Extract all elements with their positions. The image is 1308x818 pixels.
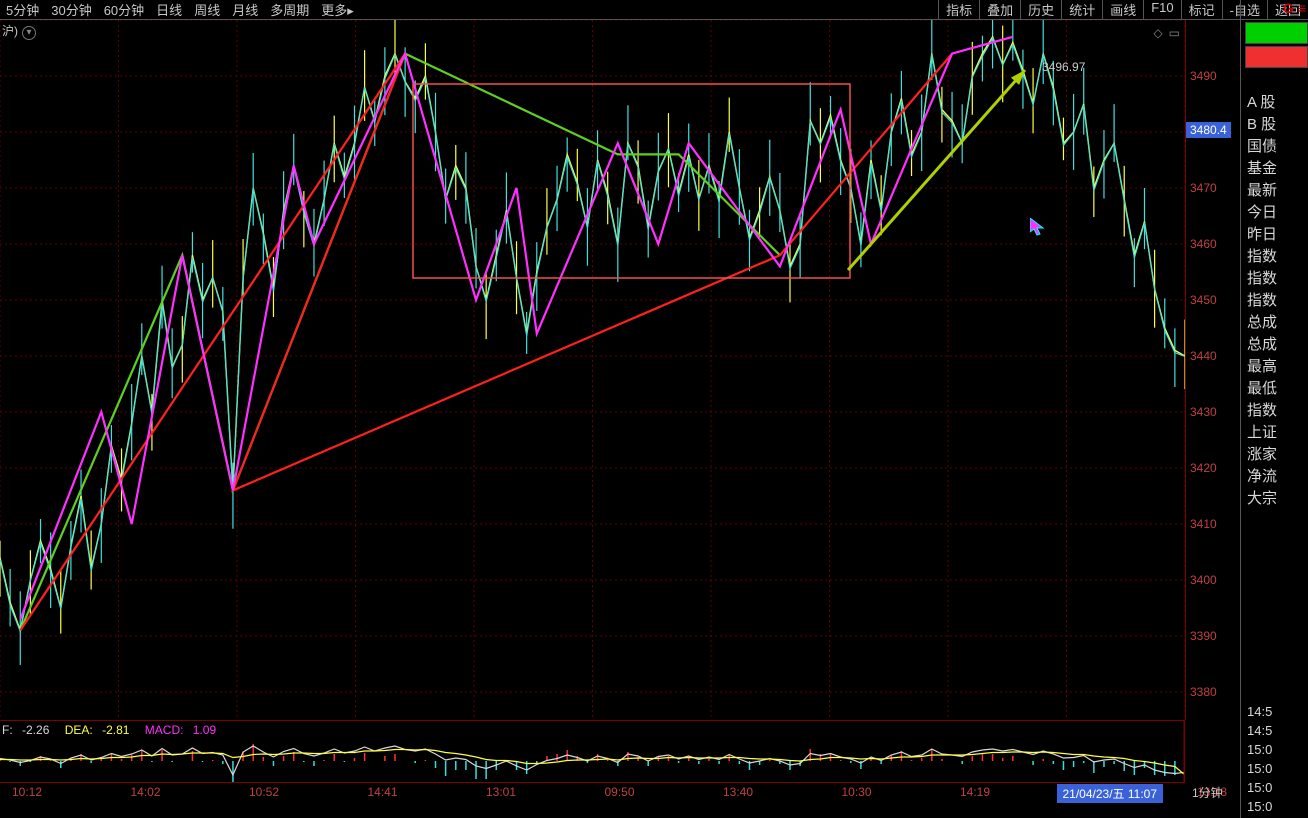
y-tick: 3490 [1190, 69, 1217, 83]
menu-period[interactable]: 多周期 [270, 0, 309, 19]
current-price-badge: 3480.4 [1186, 122, 1231, 138]
sidebar-item[interactable]: 涨家 [1247, 444, 1308, 466]
sidebar-time: 14:5 [1247, 721, 1308, 740]
sidebar-header[interactable]: G ≡ [1283, 0, 1306, 16]
menu-tool[interactable]: 统计 [1061, 0, 1102, 19]
sidebar-item[interactable]: A 股 [1247, 92, 1308, 114]
y-tick: 3450 [1190, 293, 1217, 307]
red-bar [1245, 46, 1308, 68]
menu-period[interactable]: 5分钟 [6, 0, 39, 19]
sidebar-colorbars [1245, 22, 1308, 72]
menu-tool[interactable]: 历史 [1020, 0, 1061, 19]
x-tick: 09:50 [605, 785, 635, 799]
menu-period[interactable]: 60分钟 [104, 0, 144, 19]
y-tick: 3410 [1190, 517, 1217, 531]
top-menu: 5分钟30分钟60分钟日线周线月线多周期更多▸ 指标叠加历史统计画线F10标记-… [0, 0, 1308, 20]
x-tick: 13:40 [723, 785, 753, 799]
y-tick: 3440 [1190, 349, 1217, 363]
sidebar-item[interactable]: 上证 [1247, 422, 1308, 444]
y-axis: 3380 3390 3400 3410 3420 3430 3440 3450 3460 3470… [1185, 20, 1240, 720]
right-sidebar: G ≡ A 股B 股国债基金最新今日昨日指数指数指数总成总成最高最低指数上证涨家… [1240, 0, 1308, 818]
sidebar-item[interactable]: 指数 [1247, 268, 1308, 290]
x-tick: 10:30 [842, 785, 872, 799]
sidebar-item[interactable]: 今日 [1247, 202, 1308, 224]
x-tick: 13:01 [486, 785, 516, 799]
sidebar-item[interactable]: 最高 [1247, 356, 1308, 378]
y-tick: 3380 [1190, 685, 1217, 699]
menu-tool[interactable]: 标记 [1181, 0, 1222, 19]
x-highlight-date: 21/04/23/五 11:07 [1057, 784, 1164, 803]
green-bar [1245, 22, 1308, 44]
sidebar-item[interactable]: 总成 [1247, 312, 1308, 334]
menu-tool[interactable]: 画线 [1102, 0, 1143, 19]
cursor-icon [1030, 218, 1050, 238]
sidebar-item[interactable]: 总成 [1247, 334, 1308, 356]
sidebar-item[interactable]: 指数 [1247, 290, 1308, 312]
sidebar-item[interactable]: 国债 [1247, 136, 1308, 158]
sidebar-time: 14:5 [1247, 702, 1308, 721]
sidebar-item[interactable]: 净流 [1247, 466, 1308, 488]
x-tick: 10:12 [12, 785, 42, 799]
menu-tool[interactable]: F10 [1143, 0, 1180, 19]
x-tick: 14:19 [960, 785, 990, 799]
sidebar-time: 15:0 [1247, 759, 1308, 778]
period-label: 1分钟 [1192, 784, 1223, 801]
sidebar-time: 15:0 [1247, 797, 1308, 816]
menu-tool[interactable]: 叠加 [979, 0, 1020, 19]
macd-legend: F: -2.26 DEA: -2.81 MACD: 1.09 [2, 723, 228, 737]
sidebar-item[interactable]: 指数 [1247, 400, 1308, 422]
price-chart: 3496.97 [0, 20, 1185, 720]
x-axis: 10:12 14:02 10:52 14:41 13:01 09:50 13:40 10:30… [0, 782, 1185, 802]
y-tick: 3400 [1190, 573, 1217, 587]
menu-period[interactable]: 日线 [156, 0, 182, 19]
x-tick: 14:02 [131, 785, 161, 799]
sidebar-time: 15:0 [1247, 778, 1308, 797]
sidebar-item[interactable]: B 股 [1247, 114, 1308, 136]
x-tick: 10:52 [249, 785, 279, 799]
y-tick: 3390 [1190, 629, 1217, 643]
sidebar-item[interactable]: 指数 [1247, 246, 1308, 268]
menu-period[interactable]: 周线 [194, 0, 220, 19]
macd-panel: F: -2.26 DEA: -2.81 MACD: 1.09 [0, 720, 1185, 782]
menu-tool[interactable]: 指标 [938, 0, 979, 19]
y-tick: 3460 [1190, 237, 1217, 251]
peak-price-label: 3496.97 [1042, 60, 1085, 74]
sidebar-item[interactable]: 最新 [1247, 180, 1308, 202]
y-tick: 3420 [1190, 461, 1217, 475]
menu-period[interactable]: 月线 [232, 0, 258, 19]
sidebar-item[interactable]: 最低 [1247, 378, 1308, 400]
sidebar-item[interactable]: 昨日 [1247, 224, 1308, 246]
menu-period[interactable]: 更多▸ [321, 0, 354, 19]
menu-period[interactable]: 30分钟 [51, 0, 91, 19]
sidebar-time: 15:0 [1247, 740, 1308, 759]
sidebar-item[interactable]: 基金 [1247, 158, 1308, 180]
y-tick: 3430 [1190, 405, 1217, 419]
y-tick: 3470 [1190, 181, 1217, 195]
x-tick: 14:41 [368, 785, 398, 799]
sidebar-item[interactable]: 大宗 [1247, 488, 1308, 510]
